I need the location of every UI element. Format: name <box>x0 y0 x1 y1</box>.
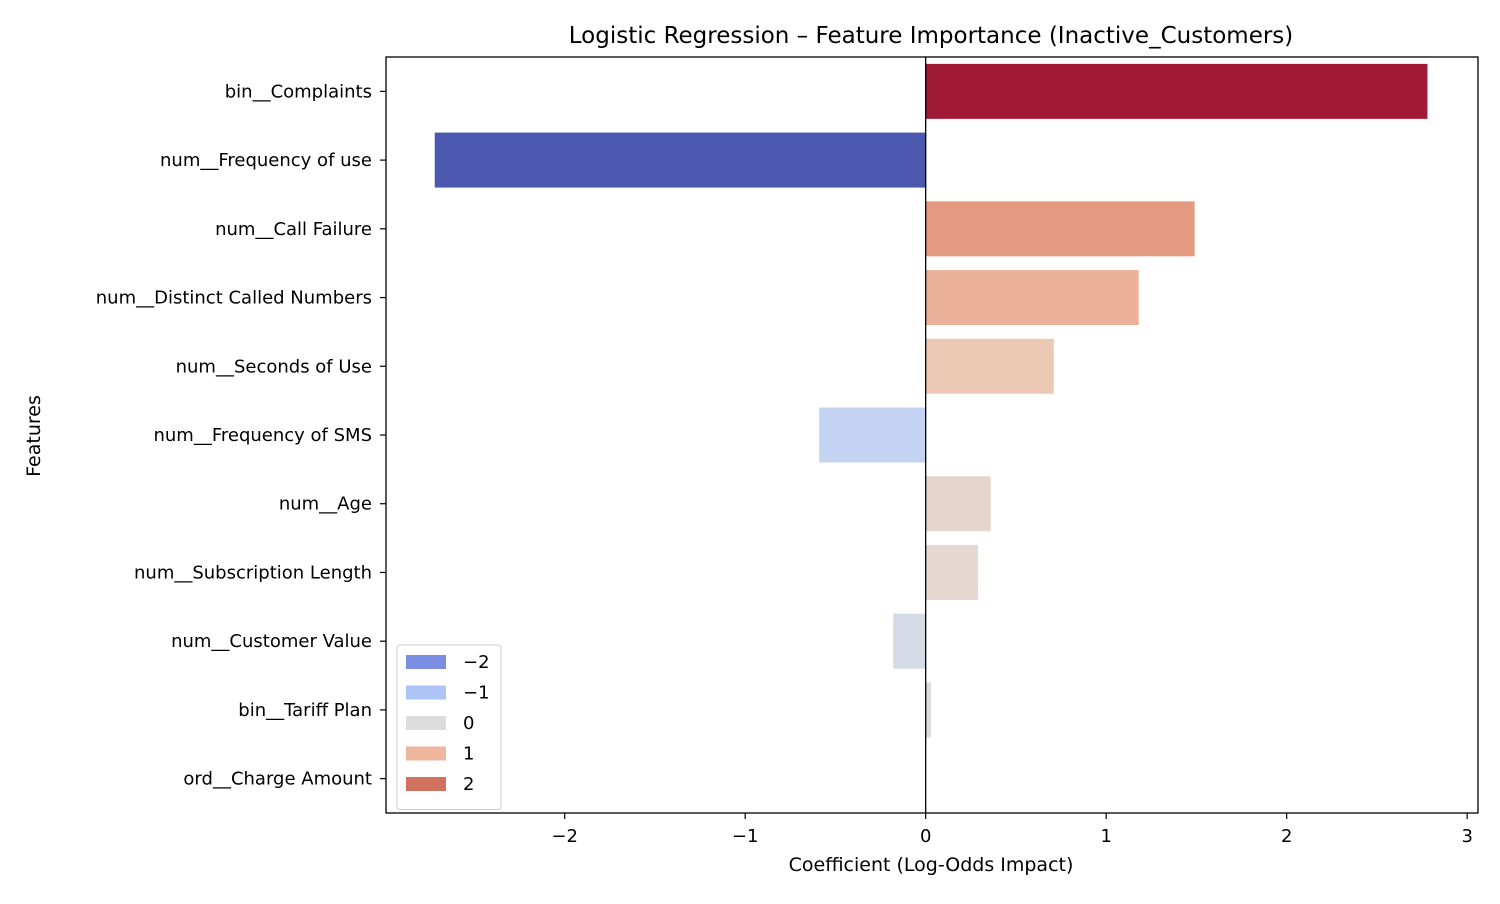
y-tick-label-2: num__Call Failure <box>215 219 372 240</box>
legend-label-1: −1 <box>463 683 490 704</box>
bar-6 <box>926 476 991 531</box>
y-tick-label-1: num__Frequency of use <box>160 150 372 171</box>
legend-label-3: 1 <box>463 744 474 765</box>
x-tick-label-1: −1 <box>732 826 759 847</box>
bar-1 <box>435 133 926 188</box>
bar-2 <box>926 201 1195 256</box>
bar-3 <box>926 270 1139 325</box>
chart-title: Logistic Regression – Feature Importance… <box>569 23 1294 49</box>
y-axis-label: Features <box>23 395 45 477</box>
y-tick-label-5: num__Frequency of SMS <box>153 425 372 446</box>
x-tick-label-5: 3 <box>1461 826 1472 847</box>
x-tick-label-2: 0 <box>920 826 931 847</box>
legend-swatch-1 <box>406 686 446 700</box>
legend-swatch-2 <box>406 716 446 730</box>
x-tick-label-3: 1 <box>1100 826 1111 847</box>
y-tick-label-9: bin__Tariff Plan <box>238 700 372 721</box>
bar-0 <box>926 64 1428 119</box>
y-tick-label-8: num__Customer Value <box>171 631 372 652</box>
x-ticks-layer: −2 −1 0 1 2 3 <box>551 813 1472 847</box>
y-ticks-layer: bin__Complaints num__Frequency of use num_… <box>96 81 386 789</box>
legend-label-2: 0 <box>463 713 474 734</box>
legend-label-0: −2 <box>463 652 490 673</box>
y-tick-label-4: num__Seconds of Use <box>176 356 372 377</box>
y-tick-label-10: ord__Charge Amount <box>183 769 372 790</box>
bars-layer <box>435 64 1428 806</box>
bar-9 <box>926 682 931 737</box>
bar-4 <box>926 339 1054 394</box>
legend: −2 −1 0 1 2 <box>397 645 501 810</box>
y-tick-label-0: bin__Complaints <box>225 81 372 102</box>
legend-swatch-4 <box>406 777 446 791</box>
x-tick-label-4: 2 <box>1281 826 1292 847</box>
legend-label-4: 2 <box>463 774 474 795</box>
bar-7 <box>926 545 978 600</box>
legend-swatch-0 <box>406 655 446 669</box>
y-tick-label-3: num__Distinct Called Numbers <box>96 288 372 309</box>
y-tick-label-6: num__Age <box>279 494 372 515</box>
bar-8 <box>893 614 925 669</box>
legend-swatch-3 <box>406 747 446 761</box>
bar-5 <box>819 408 925 463</box>
x-tick-label-0: −2 <box>551 826 578 847</box>
y-tick-label-7: num__Subscription Length <box>134 562 372 583</box>
x-axis-label: Coefficient (Log-Odds Impact) <box>789 854 1074 876</box>
